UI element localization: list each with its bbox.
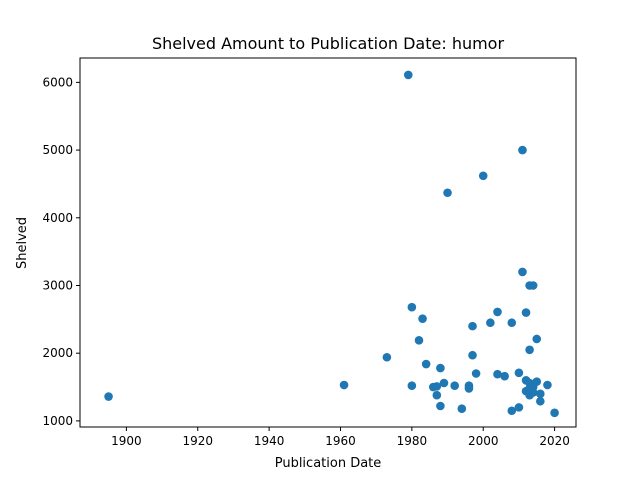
y-axis-ticks: 1000 2000 3000 4000 5000 6000 [42, 75, 80, 428]
scatter-point [468, 350, 477, 360]
scatter-point [439, 378, 449, 388]
scatter-points [104, 70, 559, 418]
x-axis-ticks: 1900 1920 1940 1960 1980 2000 2020 [111, 427, 570, 448]
scatter-point [432, 390, 442, 400]
x-tick-label: 2020 [539, 434, 570, 448]
y-tick-label: 5000 [42, 143, 73, 157]
scatter-point [421, 359, 431, 369]
x-axis-label: Publication Date [275, 456, 382, 471]
scatter-point [443, 188, 452, 198]
scatter-point [450, 381, 459, 391]
scatter-point [104, 392, 113, 401]
scatter-point [514, 368, 524, 378]
x-tick-label: 1900 [111, 434, 142, 448]
scatter-point [536, 396, 545, 406]
scatter-point [468, 321, 477, 331]
y-tick-label: 6000 [42, 75, 73, 89]
x-tick-label: 2000 [468, 434, 499, 448]
y-tick-label: 4000 [42, 211, 73, 225]
scatter-point [339, 380, 349, 390]
scatter-point [507, 318, 517, 328]
y-tick-label: 1000 [42, 414, 73, 428]
x-tick-label: 1940 [254, 434, 285, 448]
scatter-point [514, 403, 524, 412]
plot-frame [79, 57, 577, 428]
scatter-point [471, 369, 481, 378]
x-tick-label: 1960 [325, 434, 356, 448]
scatter-point [532, 377, 542, 386]
x-tick-label: 1980 [397, 434, 428, 448]
scatter-point [532, 334, 542, 344]
scatter-point [493, 307, 502, 317]
scatter-point [432, 382, 442, 391]
scatter-point [418, 314, 427, 323]
scatter-point [493, 369, 502, 379]
scatter-point [414, 336, 424, 345]
scatter-point [382, 352, 392, 362]
scatter-point [500, 371, 509, 381]
y-tick-label: 2000 [42, 346, 73, 360]
scatter-point [436, 363, 445, 373]
scatter-point [518, 145, 527, 155]
scatter-point [464, 384, 474, 393]
scatter-point [528, 388, 538, 397]
scatter-point [436, 401, 445, 411]
x-tick-label: 1920 [182, 434, 213, 448]
scatter-point [407, 381, 417, 391]
scatter-point [521, 308, 531, 317]
scatter-point [457, 404, 467, 414]
scatter-point [528, 281, 538, 290]
scatter-point [478, 171, 488, 181]
y-axis-label: Shelved [15, 217, 30, 269]
scatter-point [536, 389, 545, 399]
scatter-point [550, 408, 559, 418]
scatter-point [543, 380, 552, 390]
scatter-point [407, 302, 417, 312]
scatter-point [507, 406, 517, 416]
chart-title: Shelved Amount to Publication Date: humo… [152, 34, 505, 53]
scatter-point [403, 70, 413, 80]
scatter-point [525, 345, 534, 355]
scatter-point [486, 318, 495, 328]
scatter-point [518, 267, 527, 277]
y-tick-label: 3000 [42, 278, 73, 292]
